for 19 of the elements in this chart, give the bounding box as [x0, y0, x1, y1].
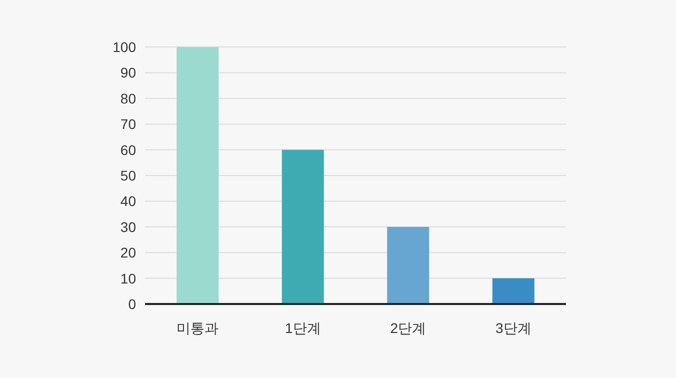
y-tick-label: 60	[120, 142, 136, 158]
y-tick-label: 50	[120, 168, 136, 184]
y-tick-label: 10	[120, 270, 136, 286]
bar	[387, 226, 430, 304]
y-tick-label: 80	[120, 90, 136, 106]
x-tick-label: 2단계	[390, 320, 426, 336]
bar	[282, 150, 324, 304]
x-tick-label: 미통과	[176, 320, 219, 336]
y-tick-label: 0	[128, 296, 136, 312]
x-tick-label: 3단계	[495, 320, 532, 336]
y-tick-label: 30	[120, 218, 136, 235]
y-tick-label: 20	[120, 244, 136, 261]
y-tick-label: 90	[120, 64, 136, 81]
y-tick-label: 70	[120, 116, 136, 132]
y-tick-label: 40	[120, 193, 136, 210]
bar	[176, 47, 219, 304]
y-tick-label: 100	[112, 39, 136, 55]
x-tick-label: 1단계	[284, 320, 321, 336]
bar	[492, 278, 534, 304]
